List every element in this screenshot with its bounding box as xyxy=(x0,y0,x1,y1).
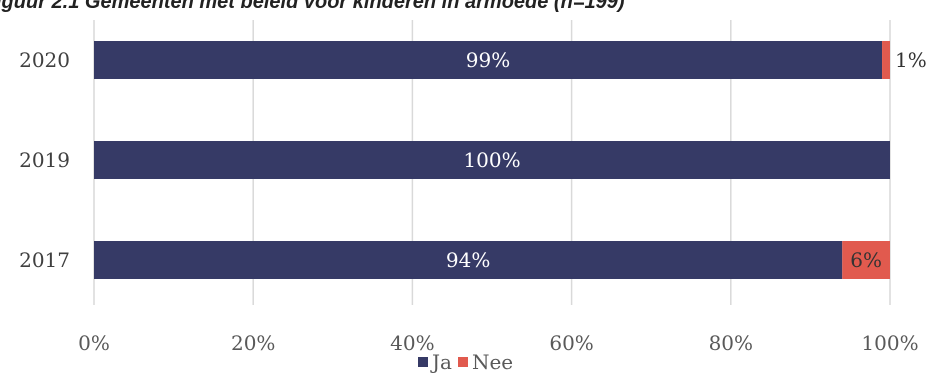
bar-ja xyxy=(94,241,843,279)
x-tick-label: 80% xyxy=(709,331,753,355)
y-category-label: 2020 xyxy=(19,48,70,72)
legend-swatch-ja xyxy=(418,357,428,367)
x-tick-label: 40% xyxy=(390,331,434,355)
chart-title: iguur 2.1 Gemeenten met beleid voor kind… xyxy=(0,0,625,13)
y-category-label: 2017 xyxy=(19,248,70,272)
legend: Ja Nee xyxy=(418,350,519,374)
data-label: 1% xyxy=(895,48,927,72)
x-tick-label: 100% xyxy=(861,331,918,355)
data-label: 99% xyxy=(466,48,510,72)
bar-nee xyxy=(882,41,890,79)
x-tick-label: 60% xyxy=(549,331,593,355)
bar-ja xyxy=(94,141,890,179)
y-category-label: 2019 xyxy=(19,148,70,172)
legend-item-nee: Nee xyxy=(457,350,514,374)
data-label: 94% xyxy=(446,248,490,272)
x-tick-label: 0% xyxy=(78,331,110,355)
legend-label-ja: Ja xyxy=(432,350,452,374)
data-label: 6% xyxy=(850,248,882,272)
data-label: 100% xyxy=(463,148,520,172)
bar-ja xyxy=(94,41,883,79)
bar-nee xyxy=(842,241,890,279)
x-tick-label: 20% xyxy=(231,331,275,355)
legend-swatch-nee xyxy=(457,357,468,367)
legend-item-ja: Ja xyxy=(418,350,452,374)
legend-label-nee: Nee xyxy=(471,350,514,374)
